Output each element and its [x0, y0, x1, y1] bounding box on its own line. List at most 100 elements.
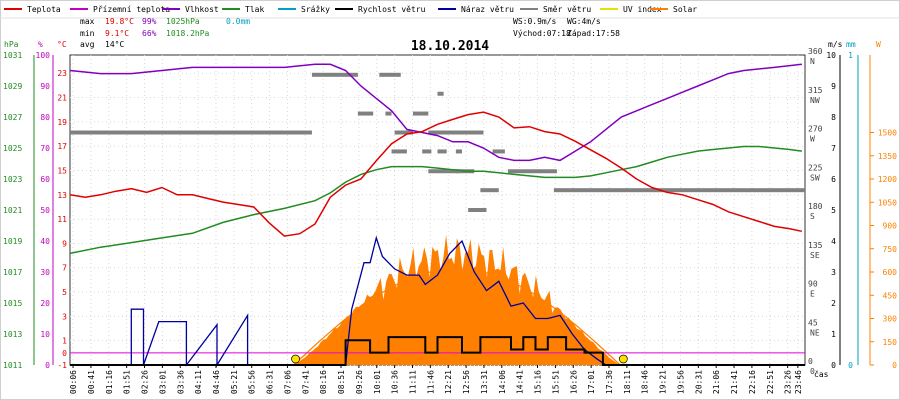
solar-tick: 450 [883, 291, 898, 300]
x-tick-label: 19:56 [676, 370, 685, 394]
stats-max-temp: 19.8°C [105, 17, 134, 26]
x-tick-label: 11:11 [408, 370, 417, 394]
x-tick-label: 02:26 [141, 370, 150, 394]
solar-tick: 150 [883, 338, 898, 347]
wind-dir-bar [394, 130, 413, 135]
wind-speed-line [70, 336, 805, 366]
x-tick-label: 13:31 [480, 370, 489, 394]
rain-tick: 1 [848, 51, 853, 60]
legend: Teplota Přízemní teplota Vlhkost Tlak Srážky… [0, 5, 900, 19]
wind-dir-bar [455, 149, 462, 154]
x-tick-label: 00:41 [87, 370, 96, 394]
press-tick: 1025 [3, 144, 22, 153]
x-axis: 00:06 00:41 01:16 01:51 02:26 03:01 03:36 04:11… [69, 365, 829, 394]
x-tick-label: 00:06 [69, 370, 78, 394]
x-tick-label: 19:21 [659, 370, 668, 394]
wind-dir-bar [468, 208, 487, 212]
wind-tick: 9 [831, 82, 836, 91]
press-tick: 1029 [3, 82, 22, 91]
dir-tick-label: SW [810, 173, 820, 182]
stats-sunset: Západ:17:58 [567, 29, 620, 38]
hum-tick: 10 [40, 330, 50, 339]
x-tick-label: 09:26 [355, 370, 364, 394]
x-tick-label: 18:11 [623, 370, 632, 394]
temp-tick: -1 [57, 361, 67, 370]
temp-tick: 5 [62, 288, 67, 297]
press-tick: 1017 [3, 268, 22, 277]
stats-box: max 19.8°C 99% 1025hPa 0.0mm min 9.1°C 6… [80, 17, 620, 49]
temp-tick: 17 [57, 142, 67, 151]
stats-min-hum: 66% [142, 29, 157, 38]
x-tick-label: 15:16 [534, 370, 543, 394]
temp-tick: 3 [62, 312, 67, 321]
temp-tick: 19 [57, 118, 67, 127]
dir-tick: 180 [808, 202, 823, 211]
legend-label: Srážky [301, 5, 330, 14]
temp-tick: 11 [57, 215, 67, 224]
legend-label: Rychlost větru [358, 5, 426, 14]
legend-label: Teplota [27, 5, 61, 14]
x-tick-label: 01:51 [123, 370, 132, 394]
x-tick-label: 10:01 [373, 370, 382, 394]
stats-avg-temp: 14°C [105, 40, 124, 49]
sunrise-marker [291, 354, 300, 364]
press-tick: 1019 [3, 237, 22, 246]
solar-tick: 1500 [878, 129, 897, 138]
unit-hpa: hPa [4, 40, 19, 49]
x-tick-label: 12:21 [444, 370, 453, 394]
dir-tick: 0 [808, 357, 813, 366]
x-tick-label: 11:46 [426, 370, 435, 394]
temp-tick: 23 [57, 69, 67, 78]
wind-dir-bar [385, 111, 392, 116]
solar-tick: 600 [883, 268, 898, 277]
stats-min-press: 1018.2hPa [166, 29, 210, 38]
x-tick-label: 23:46 [794, 370, 803, 394]
dir-tick: 45 [808, 318, 818, 327]
wind-dir-bar [311, 72, 358, 77]
wind-dir-bar [379, 72, 401, 77]
wind-dir-bar [492, 149, 505, 154]
press-tick: 1013 [3, 330, 22, 339]
wind-dir-bar [480, 188, 499, 193]
stats-avg-label: avg [80, 40, 95, 49]
dir-tick-label: S [810, 212, 815, 221]
legend-label: Náraz větru [461, 5, 514, 14]
dir-tick-label: 0 [810, 367, 815, 376]
dir-tick: 90 [808, 280, 818, 289]
solar-tick: 1050 [878, 198, 897, 207]
legend-label: UV index [623, 5, 662, 14]
series [69, 63, 805, 368]
x-tick-label: 14:41 [516, 370, 525, 394]
x-tick-label: 05:56 [248, 370, 257, 394]
hum-tick: 40 [40, 237, 50, 246]
wind-tick: 0 [831, 361, 836, 370]
x-tick-label: 21:41 [730, 370, 739, 394]
press-tick: 1011 [3, 361, 22, 370]
stats-sunrise: Východ:07:18 [513, 29, 571, 38]
legend-label: Vlhkost [185, 5, 219, 14]
hum-tick: 60 [40, 175, 50, 184]
x-tick-label: 23:26 [784, 370, 793, 394]
sunset-marker [618, 354, 628, 364]
dir-tick-label: NW [810, 96, 820, 105]
legend-label: Tlak [245, 5, 264, 14]
dir-tick-label: W [810, 135, 815, 144]
dir-tick-label: E [810, 290, 815, 299]
axes: hPa% °C m/s mm W1011101310151017101910211023… [3, 40, 897, 376]
x-tick-label: 18:46 [641, 370, 650, 394]
wind-dir-bar [357, 111, 374, 116]
unit-pct: % [38, 40, 43, 49]
temp-tick: 13 [57, 191, 67, 200]
solar-clear-sky-line [293, 268, 621, 366]
stats-wg: WG:4m/s [567, 17, 601, 26]
wind-dir-bar [437, 91, 444, 96]
wind-tick: 7 [831, 144, 836, 153]
x-tick-label: 14:06 [498, 370, 507, 394]
stats-ws: WS:0.9m/s [513, 17, 557, 26]
press-tick: 1031 [3, 51, 22, 60]
press-tick: 1021 [3, 206, 22, 215]
hum-tick: 70 [40, 144, 50, 153]
wind-tick: 6 [831, 175, 836, 184]
x-tick-label: 10:36 [391, 370, 400, 394]
